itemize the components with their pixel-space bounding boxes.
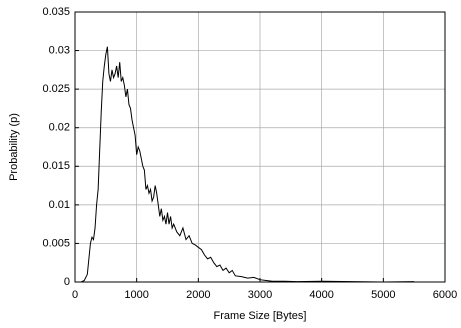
x-tick-label: 3000 — [248, 289, 272, 301]
x-tick-label: 5000 — [371, 289, 395, 301]
y-tick-label: 0 — [64, 276, 70, 288]
x-tick-label: 1000 — [124, 289, 148, 301]
y-tick-label: 0.015 — [42, 160, 70, 172]
y-tick-label: 0.005 — [42, 237, 70, 249]
y-tick-label: 0.035 — [42, 6, 70, 18]
y-tick-label: 0.025 — [42, 83, 70, 95]
y-tick-label: 0.03 — [49, 44, 70, 56]
y-axis-label: Probability (p) — [8, 113, 20, 181]
x-tick-label: 0 — [72, 289, 78, 301]
x-tick-label: 2000 — [186, 289, 210, 301]
plot-frame — [74, 11, 446, 283]
x-tick-label: 6000 — [433, 289, 457, 301]
data-line — [75, 46, 415, 283]
y-tick-label: 0.02 — [49, 122, 70, 134]
x-tick-label: 4000 — [309, 289, 333, 301]
x-axis-label: Frame Size [Bytes] — [214, 310, 307, 322]
y-tick-label: 0.01 — [49, 199, 70, 211]
